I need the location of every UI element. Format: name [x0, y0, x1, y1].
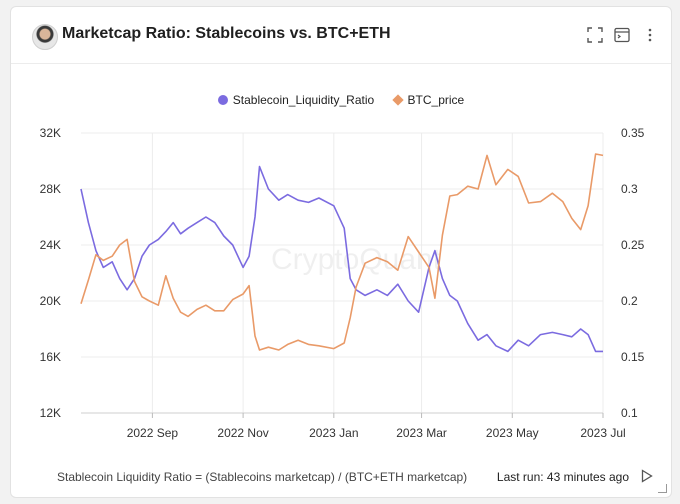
last-run-text: Last run: 43 minutes ago [496, 470, 629, 484]
x-axis: 2022 Sep 2022 Nov 2023 Jan 2023 Mar 2023 May… [127, 413, 626, 440]
y-right-tick-label: 0.25 [621, 238, 645, 252]
chart-title: Marketcap Ratio: Stablecoins vs. BTC+ETH [62, 25, 391, 42]
chart-legend: Stablecoin_Liquidity_Ratio BTC_price [11, 93, 671, 107]
chart-card: Marketcap Ratio: Stablecoins vs. BTC+ETH… [10, 6, 672, 498]
y-right-tick-label: 0.2 [621, 294, 638, 308]
legend-item-ratio[interactable]: Stablecoin_Liquidity_Ratio [217, 93, 375, 107]
y-axis-left: 12K 16K 20K 24K 28K 32K [40, 126, 61, 420]
legend-btc-label: BTC_price [407, 93, 465, 107]
x-tick-label: 2022 Sep [127, 426, 179, 440]
y-right-tick-label: 0.3 [621, 182, 638, 196]
x-tick-label: 2022 Nov [217, 426, 268, 440]
x-tick-label: 2023 Mar [396, 426, 447, 440]
legend-item-btc[interactable]: BTC_price [391, 93, 465, 107]
avatar [32, 24, 58, 50]
y-left-tick-label: 24K [40, 238, 61, 252]
x-tick-label: 2023 Jan [309, 426, 358, 440]
legend-ratio-marker [217, 95, 228, 105]
x-tick-label: 2023 Jul [580, 426, 625, 440]
series-line-btc [80, 153, 604, 351]
y-left-tick-label: 28K [40, 182, 61, 196]
y-right-tick-label: 0.1 [621, 406, 638, 420]
card-header: Marketcap Ratio: Stablecoins vs. BTC+ETH [11, 7, 671, 64]
y-right-tick-label: 0.15 [621, 350, 645, 364]
y-left-tick-label: 12K [40, 406, 61, 420]
resize-handle[interactable] [658, 484, 667, 493]
y-right-tick-label: 0.35 [621, 126, 645, 140]
y-left-tick-label: 20K [40, 294, 61, 308]
play-icon[interactable] [641, 469, 653, 483]
y-left-tick-label: 16K [40, 350, 61, 364]
more-icon[interactable] [642, 27, 658, 43]
series-line-ratio [80, 165, 603, 353]
legend-ratio-label: Stablecoin_Liquidity_Ratio [232, 93, 375, 107]
grid [81, 132, 604, 414]
watermark: CryptoQuant [271, 243, 442, 276]
fullscreen-icon[interactable] [587, 27, 603, 43]
x-tick-label: 2023 May [486, 426, 539, 440]
series-lines [80, 153, 604, 353]
y-axis-right: 0.1 0.15 0.2 0.25 0.3 0.35 [621, 126, 645, 420]
formula-note: Stablecoin Liquidity Ratio = (Stablecoin… [57, 470, 468, 484]
console-icon[interactable] [614, 27, 630, 43]
y-left-tick-label: 32K [40, 126, 61, 140]
